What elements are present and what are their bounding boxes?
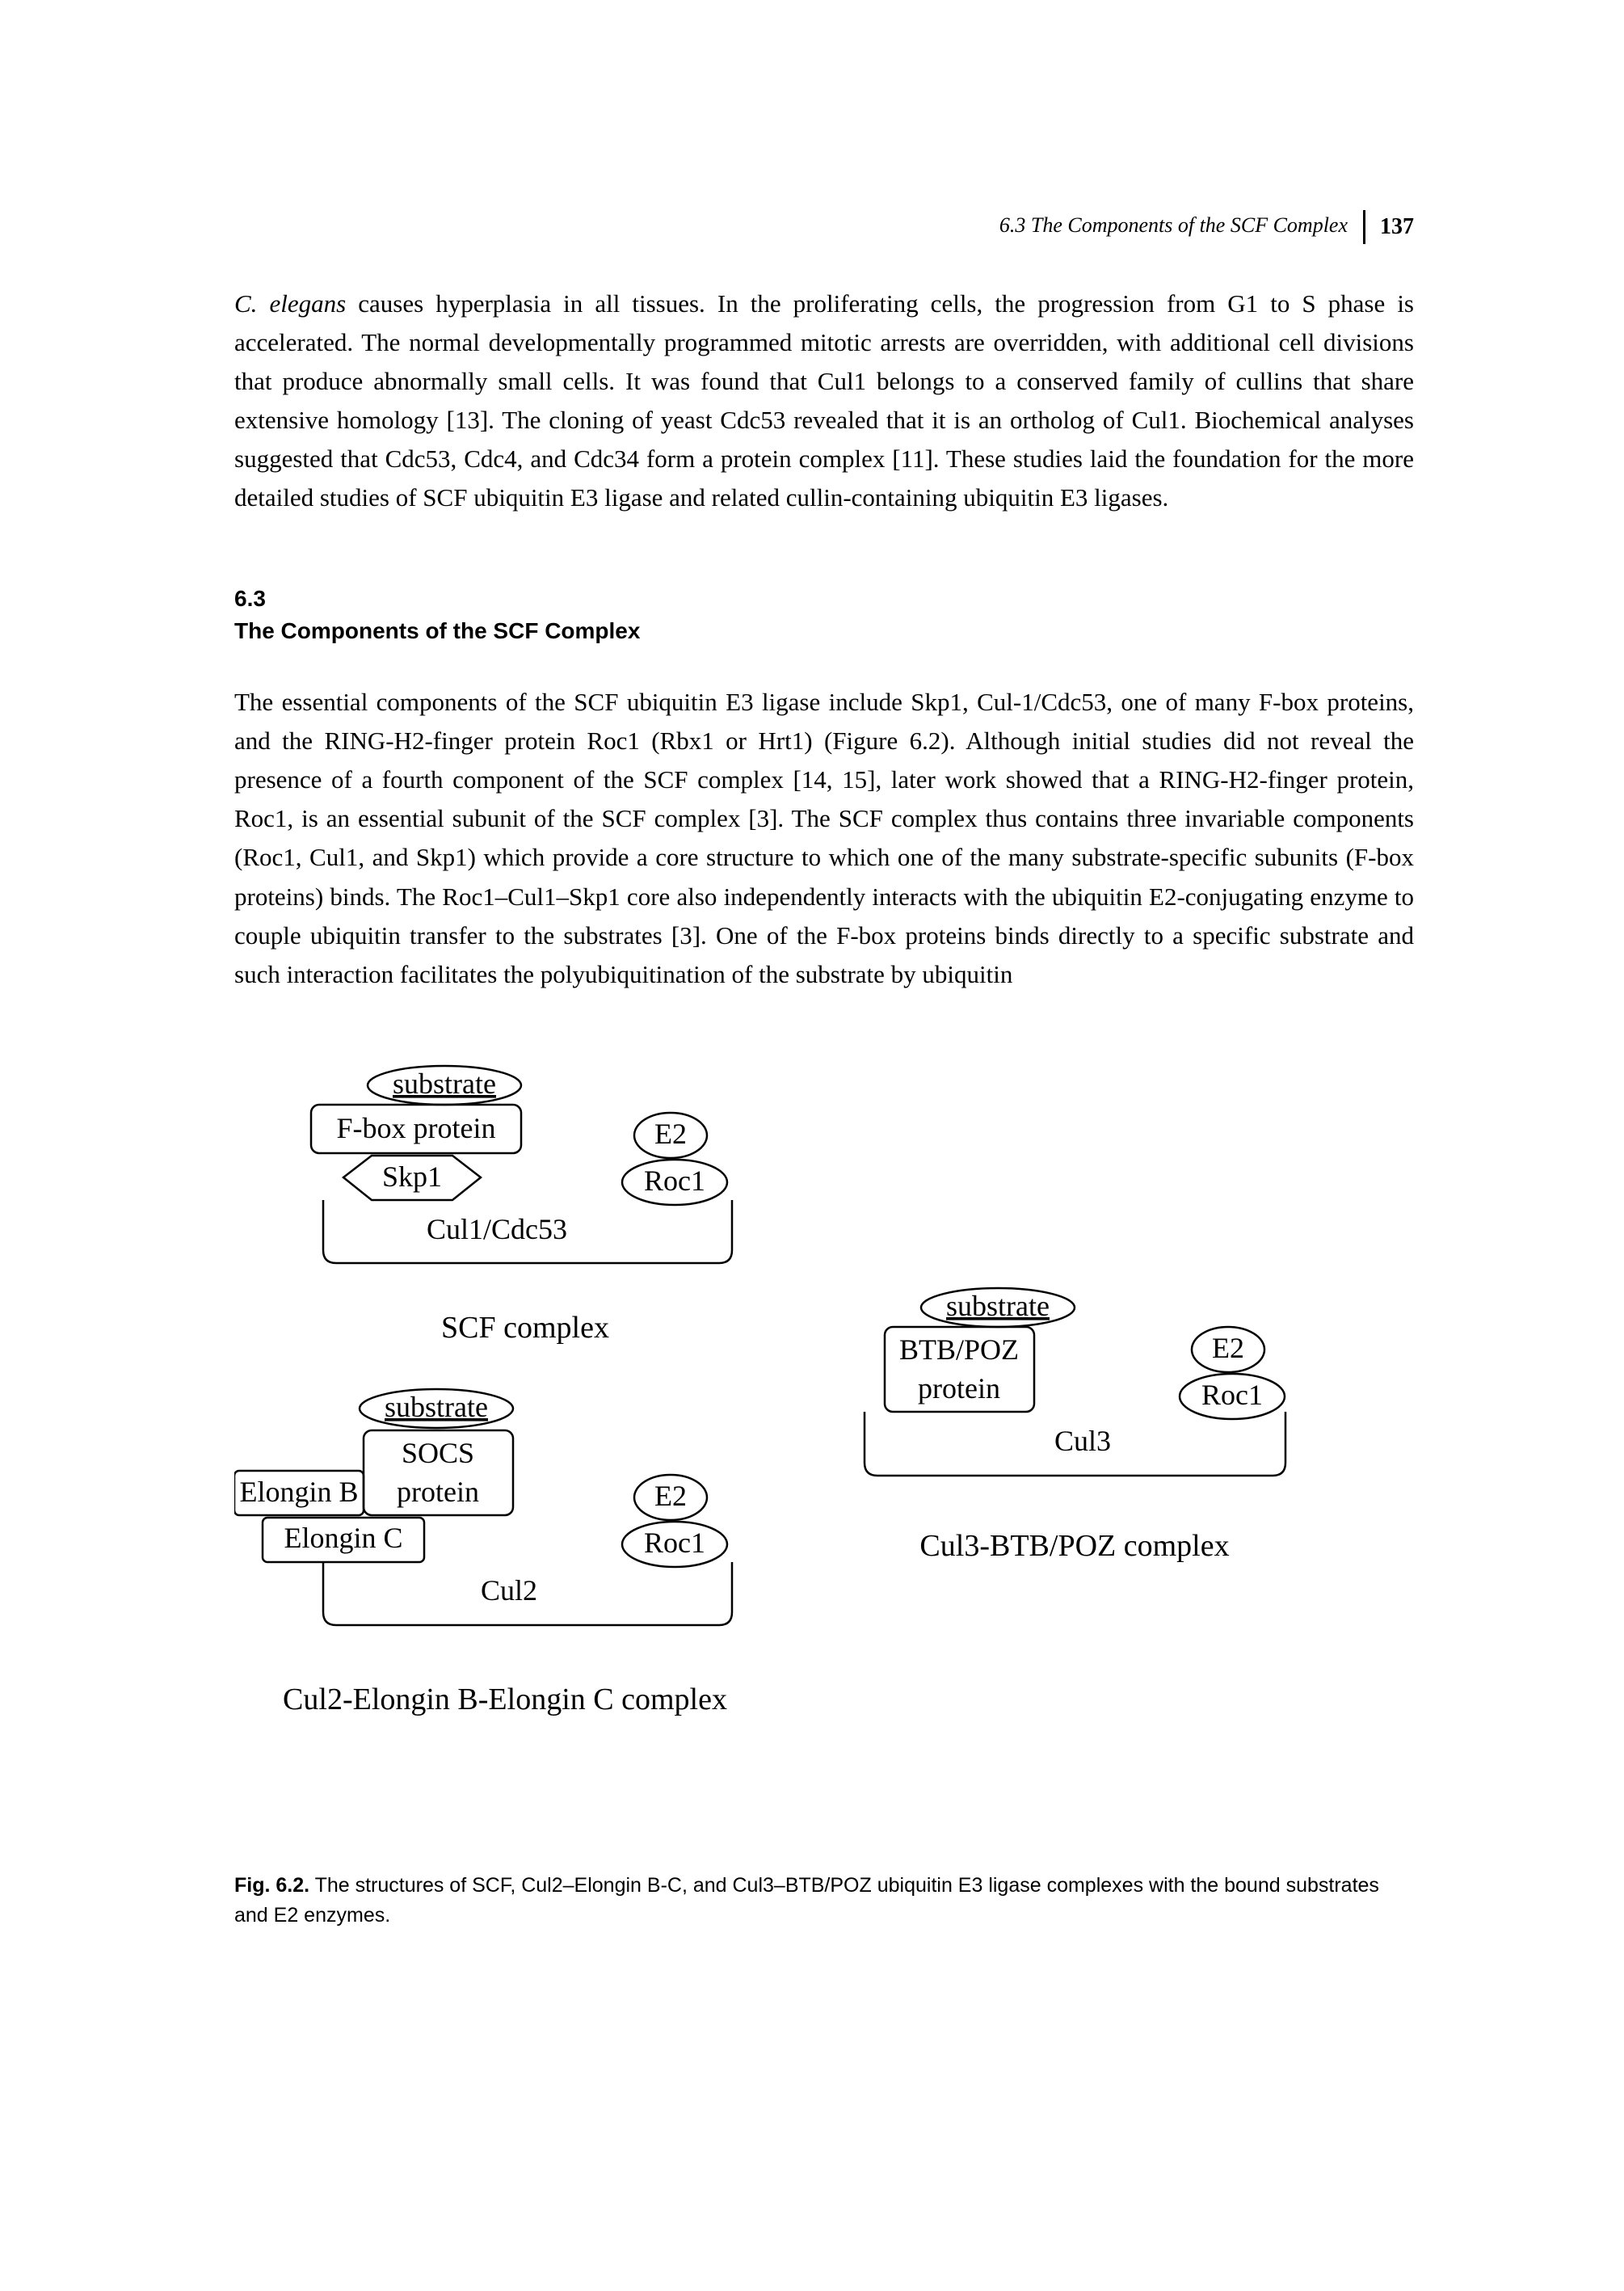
- section-title: The Components of the SCF Complex: [234, 618, 1414, 644]
- cul3-protein-label: protein: [918, 1372, 1000, 1405]
- paragraph-2: The essential components of the SCF ubiq…: [234, 683, 1414, 993]
- figure-caption-text: The structures of SCF, Cul2–Elongin B-C,…: [234, 1874, 1379, 1927]
- cul3-caption: Cul3-BTB/POZ complex: [919, 1529, 1229, 1563]
- header-title: 6.3 The Components of the SCF Complex: [999, 213, 1348, 237]
- cul3-complex: substrate BTB/POZ protein Cul3 E2 Roc1: [865, 1288, 1285, 1476]
- scf-caption: SCF complex: [441, 1311, 609, 1345]
- section-number: 6.3: [234, 586, 1414, 612]
- cul3-substrate-label: substrate: [946, 1290, 1050, 1322]
- para1-text: causes hyperplasia in all tissues. In th…: [234, 289, 1414, 512]
- figure-caption: Fig. 6.2. The structures of SCF, Cul2–El…: [234, 1871, 1414, 1931]
- scf-skp1-label: Skp1: [382, 1160, 442, 1193]
- cul3-btb-label: BTB/POZ: [899, 1333, 1019, 1366]
- page-number: 137: [1380, 214, 1414, 239]
- cul2-protein-label: protein: [397, 1476, 479, 1508]
- cul2-socs-label: SOCS: [402, 1437, 474, 1469]
- cul2-complex: substrate SOCS protein Elongin B Elongin…: [234, 1389, 732, 1625]
- cul2-e2-label: E2: [654, 1480, 687, 1512]
- complex-diagram-svg: substrate F-box protein Skp1 Cul1/Cdc53 …: [234, 1063, 1414, 1838]
- cul2-substrate-label: substrate: [385, 1391, 488, 1423]
- cul3-cul3-label: Cul3: [1054, 1425, 1111, 1457]
- scf-e2-label: E2: [654, 1118, 687, 1150]
- species-name: C. elegans: [234, 289, 346, 318]
- scf-complex: substrate F-box protein Skp1 Cul1/Cdc53 …: [311, 1066, 732, 1263]
- paragraph-1: C. elegans causes hyperplasia in all tis…: [234, 284, 1414, 517]
- cul3-roc1-label: Roc1: [1201, 1379, 1263, 1411]
- cul2-roc1-label: Roc1: [644, 1527, 705, 1559]
- cul2-cul2-label: Cul2: [481, 1574, 537, 1607]
- cul2-elonginB-label: Elongin B: [239, 1476, 358, 1508]
- cul2-elonginC-label: Elongin C: [284, 1522, 402, 1554]
- scf-cul1-label: Cul1/Cdc53: [427, 1213, 567, 1245]
- header-separator: [1363, 210, 1365, 244]
- scf-roc1-label: Roc1: [644, 1164, 705, 1197]
- cul3-e2-label: E2: [1212, 1332, 1244, 1364]
- cul2-caption: Cul2-Elongin B-Elongin C complex: [283, 1682, 727, 1716]
- scf-substrate-label: substrate: [393, 1068, 496, 1100]
- running-header: 6.3 The Components of the SCF Complex 13…: [234, 210, 1414, 244]
- figure-6-2-diagram: substrate F-box protein Skp1 Cul1/Cdc53 …: [234, 1063, 1414, 1838]
- figure-label: Fig. 6.2.: [234, 1874, 309, 1897]
- scf-fbox-label: F-box protein: [337, 1112, 496, 1144]
